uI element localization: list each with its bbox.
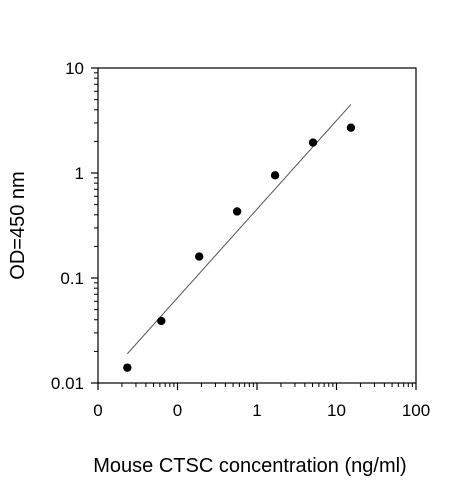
x-tick-label: 10 [327,401,346,420]
y-tick-label: 0.01 [51,374,84,393]
x-tick-label: 0 [173,401,182,420]
x-tick-label: 1 [252,401,261,420]
x-tick-label: 100 [402,401,430,420]
data-point [123,363,132,372]
y-tick-label: 10 [65,59,84,78]
y-axis: 0.01 0.1 1 10 [51,59,98,393]
data-point [195,252,204,261]
x-tick-label: 0 [93,401,102,420]
data-points [123,123,356,372]
x-axis: 0 0 1 10 100 [93,383,430,420]
y-tick-label: 1 [75,164,84,183]
x-axis-title: Mouse CTSC concentration (ng/ml) [93,455,406,477]
y-axis-title: OD=450 nm [7,171,29,279]
data-point [346,123,356,132]
plot-area [97,67,417,384]
data-point [270,171,280,180]
data-point [157,316,166,326]
data-point [232,207,242,216]
y-tick-label: 0.1 [60,269,84,288]
fit-line [126,104,352,355]
data-point [308,138,318,147]
